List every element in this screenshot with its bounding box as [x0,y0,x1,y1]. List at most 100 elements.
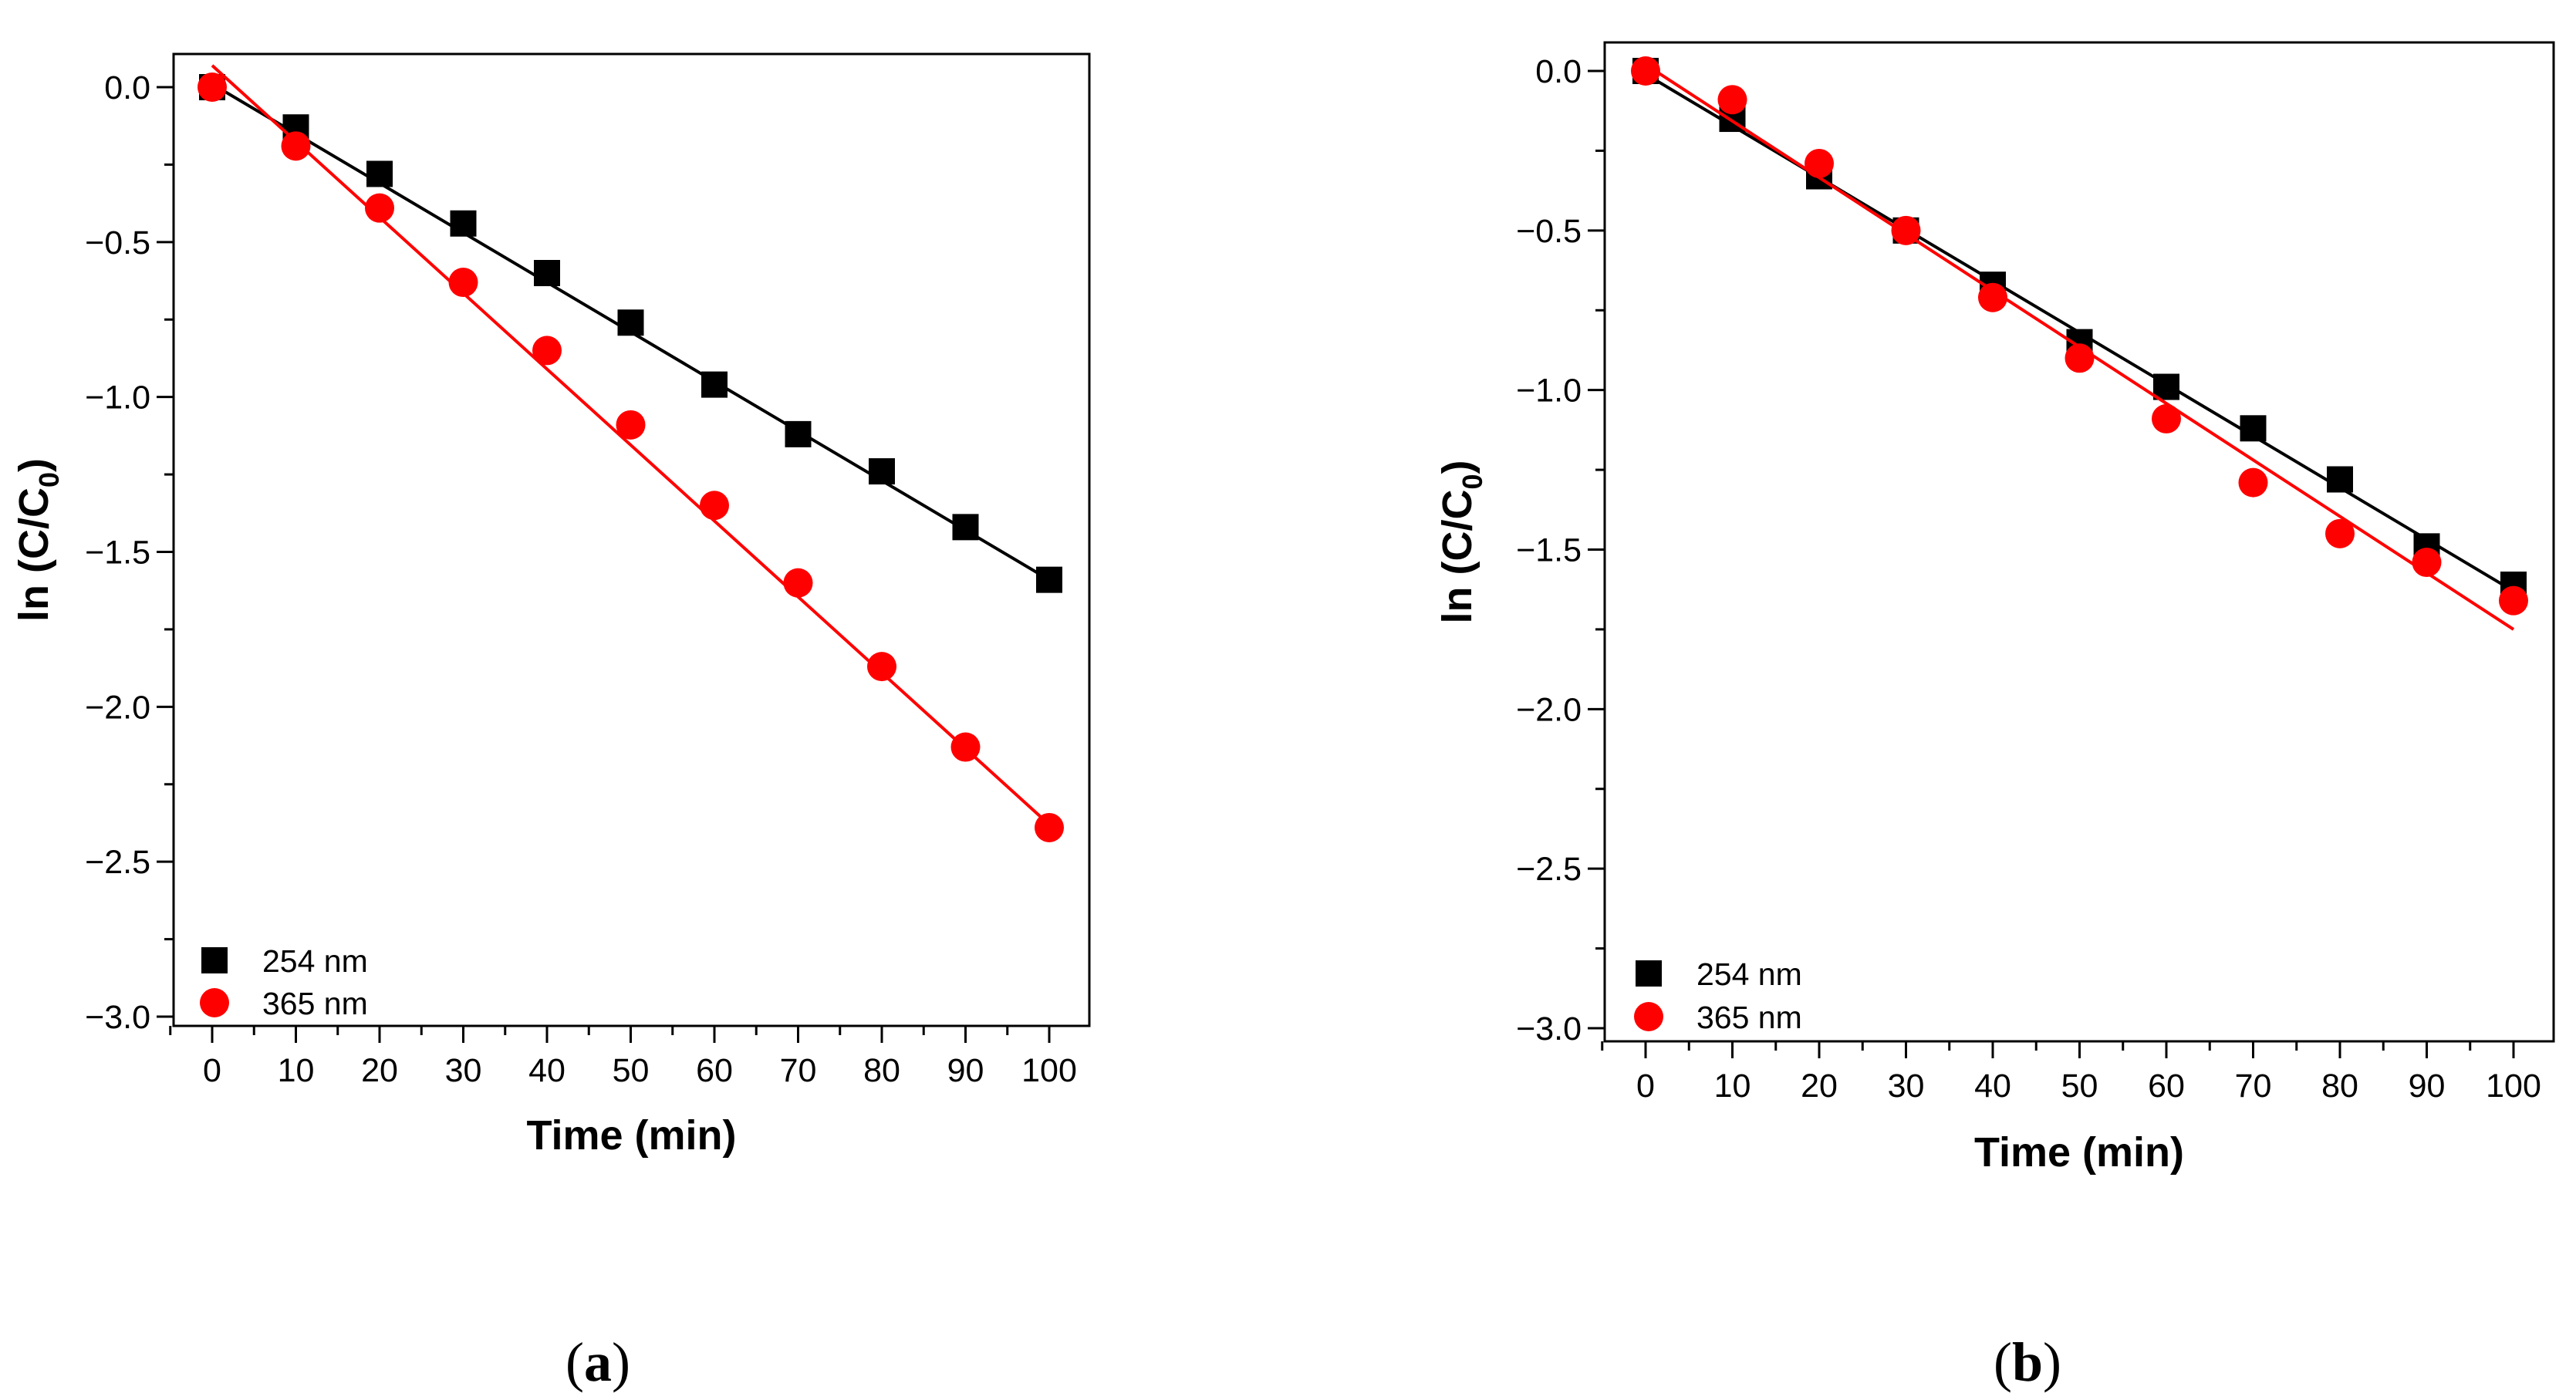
chart-b-y-tick-label: −1.0 [1516,373,1582,410]
chart-a-caption-close: ) [612,1331,630,1393]
chart-a-series-1-point [617,309,644,336]
chart-a-caption-letter: a [584,1331,612,1393]
chart-a-series-1-point [1036,566,1062,593]
chart-a: 0 10 20 30 40 50 60 70 80 90 100 0.0 −0.5 −1.0 −1.5 −2.… [11,52,1091,1393]
chart-b-series-2-point [1891,215,1921,245]
chart-b-x-tick-label: 30 [1888,1068,1925,1105]
chart-b-series-2-point [1978,282,2007,312]
chart-b-x-tick-label: 0 [1636,1068,1655,1105]
chart-a-x-tick-label: 80 [863,1052,900,1089]
chart-b-series-1-point [2240,415,2267,442]
chart-b-legend-marker [1636,960,1662,987]
chart-a-x-tick-label: 90 [947,1052,984,1089]
chart-a-x-tick-label: 0 [203,1052,221,1089]
chart-a-series-1-point [785,420,812,447]
chart-a-series-2-point [783,568,813,598]
chart-b: 0 10 20 30 40 50 60 70 80 90 100 0.0 −0.5 −1.0 −1.5 −2.… [1434,41,2555,1393]
chart-b-x-axis-title: Time (min) [1974,1129,2184,1176]
chart-b-legend-label: 365 nm [1697,1000,1802,1035]
chart-a-series-2-point [365,193,394,223]
chart-b-series-2-point [1717,85,1747,115]
chart-a-series-2-point [198,73,227,102]
chart-a-series-1-point [534,260,560,286]
chart-a-legend-label: 365 nm [262,986,368,1021]
chart-a-y-axis-title: ln (C/C0) [11,458,65,622]
chart-a-x-tick-label: 20 [361,1052,398,1089]
chart-a-y-axis-title-sub: 0 [33,472,65,487]
chart-b-legend-label: 254 nm [1697,956,1802,992]
chart-b-series-2-point [1631,56,1660,86]
chart-a-series-2-point [867,652,896,682]
chart-a-series-1-point [450,210,477,237]
chart-a-series-2-point [1035,812,1064,842]
chart-b-x-tick-label: 10 [1714,1068,1751,1105]
chart-b-y-axis-title-close: ) [1434,460,1480,474]
chart-a-y-tick-label: 0.0 [104,69,150,106]
chart-a-y-axis-title-main: ln (C/C [11,487,57,622]
chart-b-y-tick-label: 0.0 [1535,53,1582,90]
chart-a-series-2-point [950,732,981,762]
chart-b-series-2-point [2065,343,2095,373]
chart-a-x-tick-label: 40 [528,1052,566,1089]
chart-a-x-tick-label: 100 [1021,1052,1077,1089]
chart-a-series-2-fit-line [211,64,1051,826]
chart-b-x-tick-label: 80 [2321,1068,2358,1105]
chart-b-series-1-point [2153,373,2179,400]
chart-a-series-1-point [701,371,728,398]
chart-a-x-tick-label: 60 [696,1052,733,1089]
chart-b-x-tick-label: 50 [2061,1068,2098,1105]
chart-b-series-2-point [2499,585,2528,616]
chart-a-plot-frame [172,52,1091,1027]
chart-b-series-1-point [2327,466,2353,493]
chart-b-x-tick-label: 70 [2235,1068,2272,1105]
chart-b-x-tick-label: 40 [1974,1068,2011,1105]
chart-a-x-axis-title: Time (min) [526,1112,736,1159]
chart-b-x-tick-label: 90 [2409,1068,2446,1105]
chart-b-y-tick-label: −1.5 [1516,532,1582,569]
chart-a-series-2-point [700,491,729,521]
chart-b-series-2-point [2412,548,2442,578]
chart-b-y-tick-label: −3.0 [1516,1010,1582,1047]
chart-a-series-2-point [532,336,562,366]
chart-b-y-axis-title-main: ln (C/C [1434,490,1480,624]
chart-b-caption-close: ) [2043,1331,2061,1393]
chart-a-series-2-point [281,131,311,161]
chart-b-series-2-point [2325,518,2355,548]
chart-a-x-tick-label: 50 [613,1052,650,1089]
chart-a-legend-marker [200,988,229,1017]
chart-a-series-2-point [616,410,646,440]
chart-b-plot-frame [1603,41,2555,1043]
chart-b-series-2-point [1805,148,1834,178]
chart-a-y-tick-label: −1.5 [85,535,150,572]
chart-b-x-tick-label: 100 [2486,1068,2541,1105]
chart-a-y-tick-label: −0.5 [85,224,150,261]
chart-a-y-tick-label: −2.0 [85,689,150,726]
chart-b-x-tick-label: 20 [1801,1068,1838,1105]
chart-a-caption-open: ( [566,1331,584,1393]
chart-a-legend-marker [201,947,228,973]
chart-b-caption-letter: b [2012,1331,2043,1393]
chart-b-x-tick-label: 60 [2148,1068,2185,1105]
chart-a-y-axis-title-close: ) [11,458,57,472]
chart-a-x-tick-label: 30 [445,1052,482,1089]
chart-b-y-axis-title-sub: 0 [1457,474,1488,489]
chart-b-caption: (b) [1994,1331,2061,1393]
chart-b-y-tick-label: −2.0 [1516,691,1582,728]
chart-b-series-2-point [2152,403,2181,433]
chart-a-y-tick-label: −2.5 [85,844,150,881]
chart-a-legend-label: 254 nm [262,943,368,979]
chart-a-series-1-point [366,160,393,187]
chart-a-caption: (a) [566,1331,630,1393]
chart-a-y-tick-label: −1.0 [85,380,150,417]
chart-a-y-tick-label: −3.0 [85,999,150,1036]
chart-a-series-2-point [448,268,478,298]
chart-b-series-2-point [2238,467,2268,498]
chart-b-legend-marker [1634,1002,1663,1031]
chart-a-series-1-point [952,514,979,541]
chart-b-caption-open: ( [1994,1331,2012,1393]
chart-b-y-tick-label: −0.5 [1516,213,1582,250]
chart-b-y-axis-title: ln (C/C0) [1434,460,1488,624]
chart-a-x-tick-label: 10 [278,1052,315,1089]
chart-a-x-tick-label: 70 [780,1052,817,1089]
